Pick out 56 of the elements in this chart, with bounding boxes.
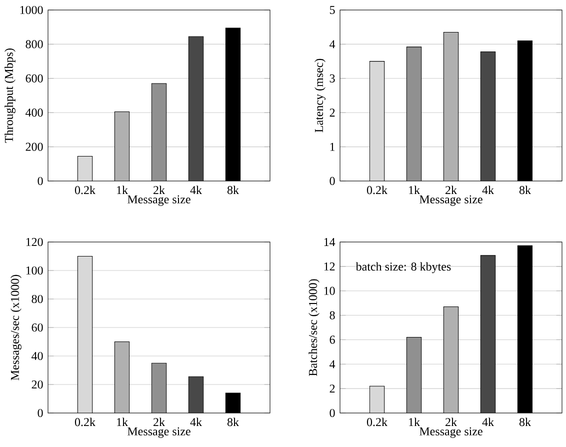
y-tick-label: 0 xyxy=(330,408,335,418)
y-tick-label: 20 xyxy=(32,380,43,389)
x-tick-label: 1k xyxy=(117,186,128,194)
x-tick-label: 4k xyxy=(190,418,202,426)
y-tick-label: 2 xyxy=(330,384,335,393)
x-axis-title: Message size xyxy=(128,195,190,206)
x-tick-label: 0.2k xyxy=(74,186,96,194)
y-tick-label: 40 xyxy=(32,352,43,360)
x-tick-label: 8k xyxy=(227,186,240,194)
y-tick-label: 120 xyxy=(26,238,43,246)
x-tick-label: 0.2k xyxy=(74,418,96,426)
x-tick-label: 4k xyxy=(482,186,494,194)
x-tick-label: 0.2k xyxy=(366,418,388,426)
y-tick-label: 80 xyxy=(32,294,43,304)
y-tick-label: 1000 xyxy=(20,6,43,14)
y-axis-title: Messages/sec (x1000) xyxy=(10,274,22,380)
y-tick-label: 4 xyxy=(330,40,336,48)
x-axis-title: Message size xyxy=(420,427,482,438)
y-tick-label: 0 xyxy=(38,408,43,418)
x-tick-label: 4k xyxy=(482,418,494,426)
x-tick-label: 1k xyxy=(409,186,420,194)
x-tick-label: 1k xyxy=(117,418,128,426)
y-tick-label: 800 xyxy=(26,40,43,48)
y-tick-label: 1 xyxy=(330,142,335,151)
x-tick-label: 0.2k xyxy=(366,186,388,194)
y-axis-title: Batches/sec (x1000) xyxy=(308,279,320,376)
y-tick-label: 200 xyxy=(26,142,43,151)
x-tick-label: 2k xyxy=(154,186,166,194)
x-tick-label: 2k xyxy=(154,418,166,426)
y-tick-label: 400 xyxy=(26,108,43,117)
y-tick-label: 0 xyxy=(38,176,43,186)
x-axis-title: Message size xyxy=(420,195,482,206)
x-axis-title: Message size xyxy=(128,427,190,438)
y-tick-label: 6 xyxy=(330,336,335,344)
x-tick-label: 8k xyxy=(519,186,532,194)
y-tick-label: 14 xyxy=(324,238,336,246)
annotation: batch size: 8 kbytes xyxy=(356,262,451,274)
y-tick-label: 10 xyxy=(324,286,335,295)
y-tick-label: 12 xyxy=(324,262,335,270)
y-tick-label: 0 xyxy=(330,176,335,186)
y-tick-label: 60 xyxy=(32,323,43,332)
y-tick-label: 600 xyxy=(26,74,43,82)
y-tick-label: 8 xyxy=(330,311,335,320)
y-axis-title: Throughput (Mbps) xyxy=(4,48,16,143)
y-axis-title: Latency (msec) xyxy=(314,58,326,132)
x-tick-label: 4k xyxy=(190,186,202,194)
x-tick-label: 2k xyxy=(446,418,458,426)
y-tick-label: 2 xyxy=(330,108,335,117)
x-tick-label: 1k xyxy=(409,418,420,426)
x-tick-label: 8k xyxy=(519,418,532,426)
y-tick-label: 4 xyxy=(330,360,336,368)
y-tick-label: 100 xyxy=(26,266,43,275)
y-tick-label: 3 xyxy=(330,74,335,82)
y-tick-label: 5 xyxy=(330,6,335,14)
x-tick-label: 8k xyxy=(227,418,240,426)
x-tick-label: 2k xyxy=(446,186,458,194)
